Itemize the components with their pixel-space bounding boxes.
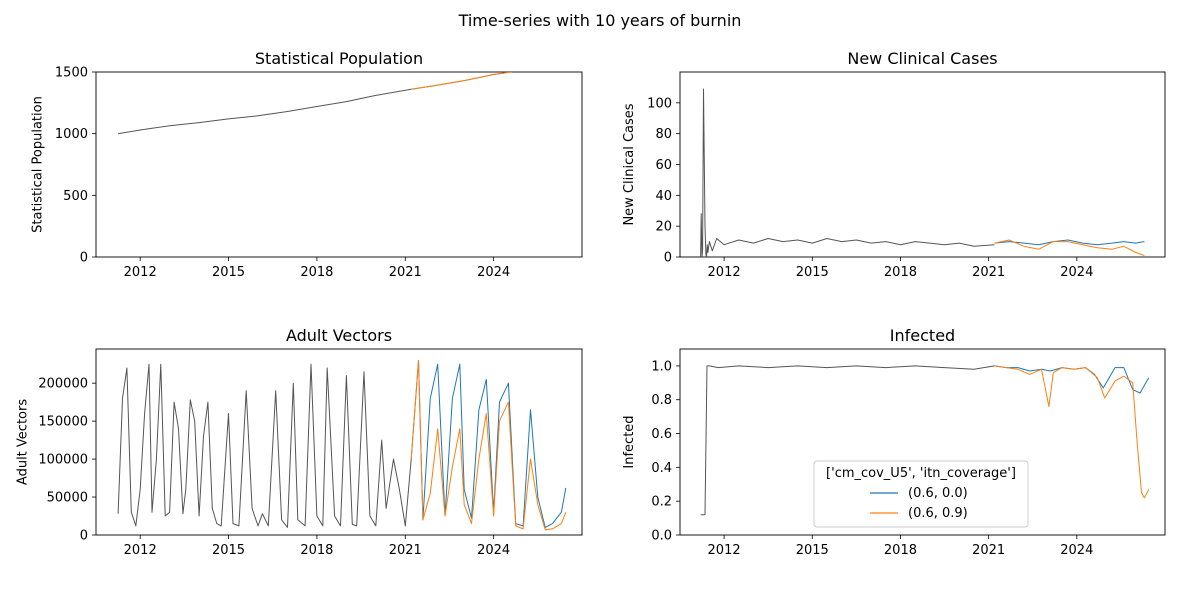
legend-title: ['cm_cov_U5', 'itn_coverage'] [826,466,1016,481]
new-clinical-cases-series-group [700,88,1145,257]
adult-vectors-ytick-label: 200000 [38,377,88,392]
new-clinical-cases-xtick-label: 2015 [796,265,829,280]
infected-xtick-label: 2018 [884,543,917,558]
new-clinical-cases-xtick-label: 2024 [1060,265,1093,280]
statistical-population-xtick-label: 2018 [300,265,333,280]
new-clinical-cases-ytick-label: 20 [655,220,672,235]
adult-vectors-title: Adult Vectors [286,326,392,345]
infected-series-group [700,365,1150,516]
statistical-population-xtick-label: 2015 [212,265,245,280]
adult-vectors-series-group [117,359,567,531]
adult-vectors-ytick-label: 150000 [38,415,88,430]
new-clinical-cases-line-series_a [994,239,1145,246]
adult-vectors-ytick-label: 100000 [38,453,88,468]
adult-vectors-xtick-label: 2021 [389,543,422,558]
infected-line-burnin [700,365,995,516]
infected-line-series_b [994,365,1150,499]
infected-xtick-label: 2012 [708,543,741,558]
new-clinical-cases-xtick-label: 2018 [884,265,917,280]
new-clinical-cases-xtick-label: 2012 [708,265,741,280]
statistical-population-xtick-label: 2024 [477,265,510,280]
new-clinical-cases-ytick-label: 80 [655,127,672,142]
statistical-population-xtick-label: 2021 [389,265,422,280]
statistical-population-panel: 2012 2015 2018 2021 2024 0 500 1000 1500 Statisti… [31,49,583,280]
adult-vectors-ytick-label: 50000 [47,491,88,506]
adult-vectors-panel: 2012 2015 2018 2021 2024 0 50000 100000 150000 20… [15,326,583,558]
statistical-population-plot-frame [95,71,583,258]
statistical-population-xtick-label: 2012 [124,265,157,280]
statistical-population-title: Statistical Population [255,49,423,68]
statistical-population-ytick-label: 500 [63,189,88,204]
figure-suptitle: Time-series with 10 years of burnin [458,11,742,30]
adult-vectors-xtick-label: 2015 [212,543,245,558]
adult-vectors-xtick-label: 2018 [300,543,333,558]
new-clinical-cases-ytick-label: 0 [664,251,672,266]
infected-ytick-label: 0.0 [651,529,672,544]
adult-vectors-ylabel: Adult Vectors [15,399,30,485]
statistical-population-ylabel: Statistical Population [31,96,46,233]
adult-vectors-line-series_b [410,359,567,531]
adult-vectors-line-burnin [117,363,412,528]
adult-vectors-ytick-label: 0 [80,529,88,544]
new-clinical-cases-ytick-label: 60 [655,158,672,173]
new-clinical-cases-ytick-label: 40 [655,189,672,204]
statistical-population-ytick-label: 1500 [55,66,88,81]
new-clinical-cases-xtick-label: 2021 [972,265,1005,280]
infected-xtick-label: 2021 [972,543,1005,558]
infected-ytick-label: 1.0 [651,359,672,374]
legend-entry-label: (0.6, 0.9) [908,506,968,521]
statistical-population-line-burnin [118,88,412,135]
infected-ytick-label: 0.2 [651,495,672,510]
infected-plot-frame [679,348,1166,536]
new-clinical-cases-panel: 2012 2015 2018 2021 2024 0 20 40 60 80 100 New Clin… [622,49,1166,280]
statistical-population-line-series_b [411,72,512,90]
new-clinical-cases-ytick-label: 100 [647,96,672,111]
new-clinical-cases-line-burnin [700,88,995,257]
infected-xtick-label: 2015 [796,543,829,558]
infected-ytick-label: 0.8 [651,393,672,408]
legend-box [813,460,1029,528]
statistical-population-series-group [118,72,512,135]
infected-line-series_a [994,365,1150,394]
adult-vectors-xtick-label: 2024 [477,543,510,558]
statistical-population-ytick-label: 0 [80,251,88,266]
new-clinical-cases-plot-frame [679,71,1166,258]
adult-vectors-plot-frame [95,348,583,536]
legend-entry-label: (0.6, 0.0) [908,486,968,501]
adult-vectors-line-series_a [410,359,567,528]
new-clinical-cases-ylabel: New Clinical Cases [622,103,637,225]
legend: ['cm_cov_U5', 'itn_coverage'] (0.6, 0.0) (… [813,460,1029,528]
infected-ylabel: Infected [622,415,637,468]
infected-title: Infected [890,326,955,345]
infected-panel: 2012 2015 2018 2021 2024 0.0 0.2 0.4 0.6 0.8 1.0 In… [622,326,1166,558]
infected-ytick-label: 0.6 [651,427,672,442]
adult-vectors-xtick-label: 2012 [124,543,157,558]
new-clinical-cases-line-series_b [994,239,1145,256]
infected-ytick-label: 0.4 [651,461,672,476]
new-clinical-cases-title: New Clinical Cases [847,49,997,68]
infected-xtick-label: 2024 [1060,543,1093,558]
statistical-population-ytick-label: 1000 [55,127,88,142]
